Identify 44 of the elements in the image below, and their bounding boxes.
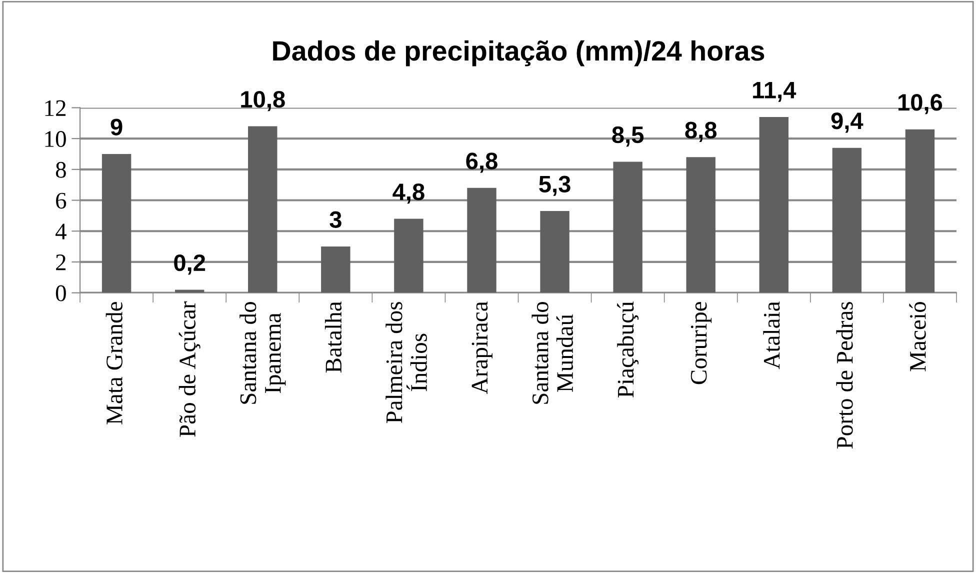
x-tick-label: Maceió (909, 302, 926, 372)
x-tick-label: Arapiraca (472, 301, 492, 394)
bar (248, 126, 278, 293)
x-tick-label: Atalaia (763, 301, 780, 370)
data-label: 8,5 (612, 126, 644, 147)
bar (686, 157, 716, 293)
y-tick-label: 4 (55, 224, 66, 240)
y-tick-label: 0 (56, 285, 66, 302)
data-label: 5,3 (539, 176, 570, 196)
data-label: 6,8 (466, 152, 498, 173)
y-tick-label: 10 (45, 131, 66, 147)
bar (394, 218, 424, 293)
x-tick-label: Pão de Açúcar (178, 301, 200, 437)
bar (540, 211, 570, 293)
bar (613, 162, 642, 293)
bar (174, 290, 204, 293)
data-label: 11,4 (753, 82, 796, 102)
y-tick-label: 6 (56, 192, 66, 209)
data-label: 3 (330, 211, 342, 228)
bar (321, 246, 350, 293)
x-tick-label: Palmeira dos Índios (386, 302, 427, 424)
data-label: 9,4 (831, 112, 864, 133)
data-label: 9 (110, 118, 122, 136)
x-tick-label: Santana do Mundaú (532, 302, 574, 404)
data-label: 0,2 (174, 254, 206, 275)
x-tick-label: Coruripe (690, 302, 712, 384)
y-tick-label: 8 (56, 162, 66, 178)
x-tick-label: Batalha (324, 301, 342, 373)
chart-title: Dados de precipitação (mm)/24 horas (273, 40, 764, 66)
x-tick-label: Santana do Ipanema (240, 302, 286, 404)
data-label: 10,6 (898, 94, 942, 114)
bar (759, 116, 788, 293)
x-tick-label: Piaçabuçú (617, 302, 639, 398)
x-tick-label: Porto de Pedras (836, 302, 853, 449)
bar (102, 154, 132, 293)
x-tick-label: Mata Grande (106, 302, 122, 424)
y-tick-label: 2 (56, 254, 66, 270)
data-label: 8,8 (685, 122, 717, 142)
bar (467, 188, 496, 293)
bar (905, 129, 935, 293)
bar (832, 148, 862, 293)
data-label: 4,8 (392, 183, 424, 204)
data-label: 10,8 (241, 90, 285, 112)
y-tick-label: 12 (45, 100, 66, 116)
